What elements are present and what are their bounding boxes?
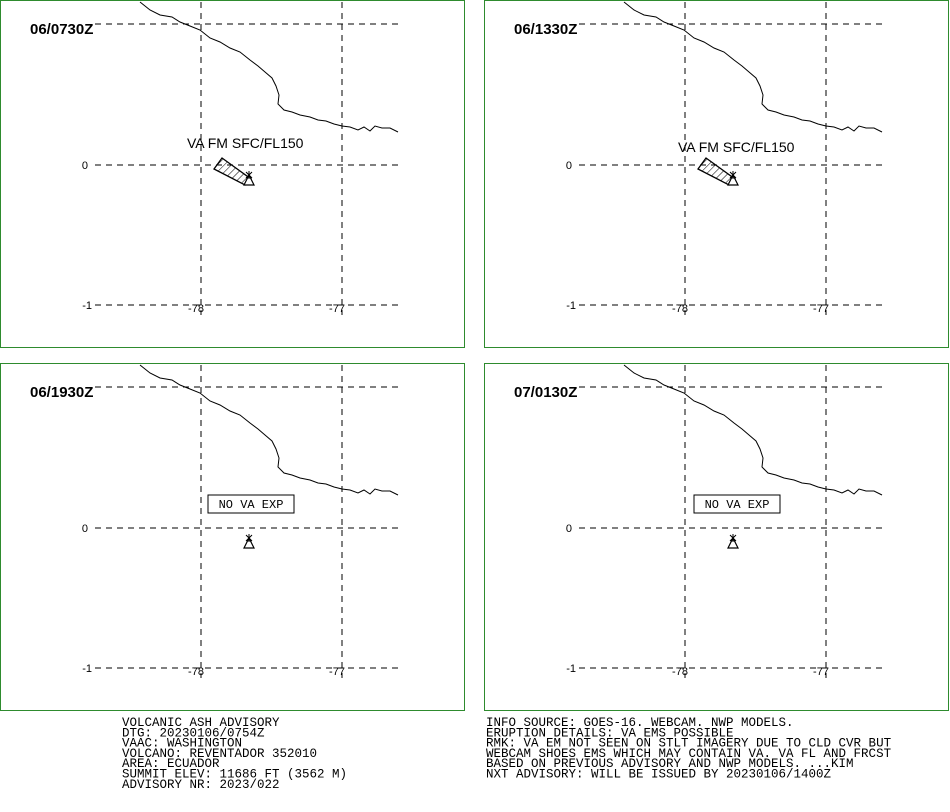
advisory-line: NXT ADVISORY: WILL BE ISSUED BY 20230106… [486, 768, 832, 782]
lat-label: -1 [566, 300, 576, 312]
advisory-line: AREA: ECUADOR [122, 757, 220, 771]
lat-label: 0 [82, 160, 88, 172]
advisory-right: INFO SOURCE: GOES-16. WEBCAM. NWP MODELS… [486, 716, 892, 782]
lon-label: -78 [188, 303, 204, 315]
panel-border [484, 0, 949, 348]
lon-label: -77 [813, 303, 829, 315]
ash-label: NO VA EXP [219, 498, 284, 512]
advisory-line: RMK: VA EM NOT SEEN ON STLT IMAGERY DUE … [486, 737, 892, 751]
advisory-line: SUMMIT ELEV: 11686 FT (3562 M) [122, 768, 347, 782]
lon-label: -77 [329, 303, 345, 315]
coastline [623, 1, 883, 133]
valid-time: 06/1930Z [30, 384, 93, 401]
coastline [623, 364, 883, 496]
lat-label: -1 [82, 663, 92, 675]
valid-time: 07/0130Z [514, 384, 577, 401]
ash-label: VA FM SFC/FL150 [187, 135, 304, 151]
lon-label: -78 [672, 303, 688, 315]
volcano-symbol [243, 533, 255, 549]
lat-label: 0 [566, 523, 572, 535]
panel-border [0, 0, 465, 348]
advisory-line: WEBCAM SHOES EMS WHICH MAY CONTAIN VA. V… [486, 747, 892, 761]
coastline [139, 1, 399, 133]
coastline [139, 364, 399, 496]
advisory-line: ADVISORY NR: 2023/022 [122, 778, 280, 792]
lon-label: -78 [672, 666, 688, 678]
advisory-line: VAAC: WASHINGTON [122, 737, 242, 751]
forecast-panel: 0 -1 -78 -77 06/1330Z VA FM SFC/FL150 [484, 0, 949, 348]
forecast-panel: 0 -1 -78 -77 06/0730Z VA FM SFC/FL150 [0, 0, 465, 348]
advisory-line: BASED ON PREVIOUS ADVISORY AND NWP MODEL… [486, 757, 854, 771]
advisory-line: VOLCANIC ASH ADVISORY [122, 716, 280, 730]
panel-border [0, 363, 465, 711]
lon-label: -77 [329, 666, 345, 678]
ash-label: VA FM SFC/FL150 [678, 139, 795, 155]
valid-time: 06/0730Z [30, 21, 93, 38]
advisory-line: DTG: 20230106/0754Z [122, 726, 265, 740]
ash-box [207, 494, 295, 514]
volcano-symbol [727, 533, 739, 549]
panel-border [484, 363, 949, 711]
ash-label: NO VA EXP [705, 498, 770, 512]
valid-time: 06/1330Z [514, 21, 577, 38]
lon-label: -77 [813, 666, 829, 678]
forecast-panel: 0 -1 -78 -77 07/0130Z NO VA EXP [484, 363, 949, 711]
lat-label: -1 [566, 663, 576, 675]
ash-box [693, 494, 781, 514]
lat-label: -1 [82, 300, 92, 312]
lat-label: 0 [82, 523, 88, 535]
advisory-line: ERUPTION DETAILS: VA EMS POSSIBLE [486, 726, 734, 740]
advisory-line: VOLCANO: REVENTADOR 352010 [122, 747, 317, 761]
forecast-panel: 0 -1 -78 -77 06/1930Z NO VA EXP [0, 363, 465, 711]
panels: 0 -1 -78 -77 06/0730Z VA FM SFC/FL150 0 -1 -78 -7… [0, 0, 949, 711]
lon-label: -78 [188, 666, 204, 678]
lat-label: 0 [566, 160, 572, 172]
advisory-line: INFO SOURCE: GOES-16. WEBCAM. NWP MODELS… [486, 716, 794, 730]
